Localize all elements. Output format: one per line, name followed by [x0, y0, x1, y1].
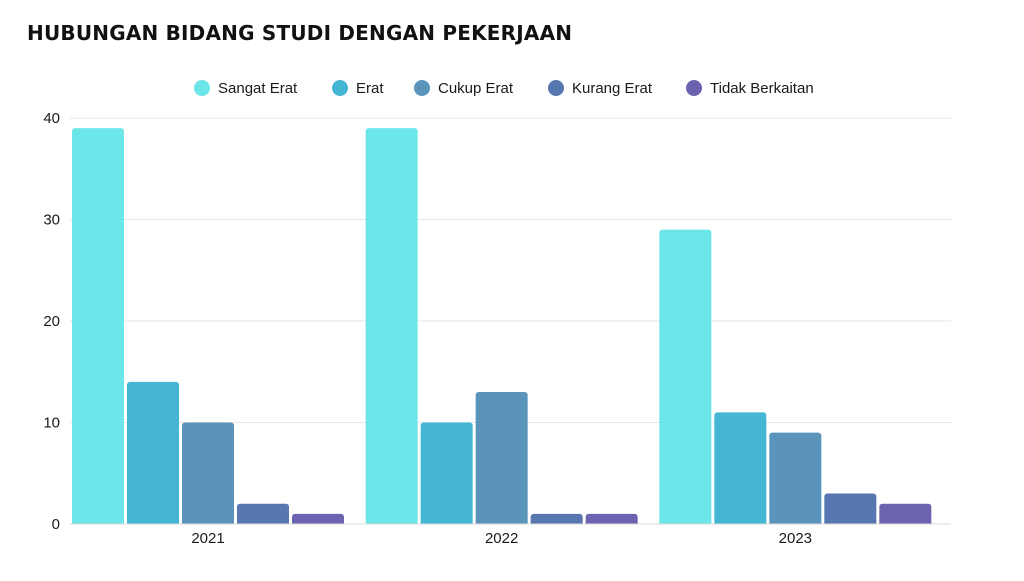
legend-label: Tidak Berkaitan [710, 80, 814, 97]
x-tick-label: 2023 [779, 530, 812, 547]
y-tick-label: 0 [52, 516, 60, 533]
bar [879, 503, 932, 524]
bar [182, 422, 234, 524]
bar [127, 381, 179, 524]
bar [365, 128, 418, 524]
bar-base [420, 521, 473, 524]
x-tick-label: 2021 [191, 530, 224, 547]
chart-title: HUBUNGAN BIDANG STUDI DENGAN PEKERJAAN [27, 21, 573, 45]
y-tick-label: 10 [43, 415, 60, 432]
bar [659, 229, 712, 524]
x-tick-label: 2022 [485, 530, 518, 547]
bar [475, 392, 528, 524]
bar-base [292, 521, 344, 524]
legend-label: Kurang Erat [572, 80, 653, 97]
bar-base [530, 521, 583, 524]
bar [420, 422, 473, 524]
legend-swatch [548, 80, 564, 96]
bar-base [127, 521, 179, 524]
legend-swatch [686, 80, 702, 96]
bar [72, 128, 124, 524]
legend-swatch [414, 80, 430, 96]
legend-label: Cukup Erat [438, 80, 514, 97]
legend: Sangat Erat Erat Cukup Erat Kurang Erat Tida… [194, 80, 814, 97]
bar [824, 493, 877, 524]
axes: 0 10 20 30 40 2021 2022 2023 [43, 110, 951, 547]
bar-base [659, 521, 712, 524]
bar-base [237, 521, 289, 524]
legend-label: Erat [356, 80, 384, 97]
bar [769, 432, 822, 524]
bar-base [72, 521, 124, 524]
bar [237, 503, 289, 524]
y-tick-label: 30 [43, 212, 60, 229]
bar-base [585, 521, 638, 524]
bar-base [824, 521, 877, 524]
legend-label: Sangat Erat [218, 80, 298, 97]
bar-base [714, 521, 767, 524]
bar-base [365, 521, 418, 524]
y-tick-label: 40 [43, 110, 60, 127]
y-tick-label: 20 [43, 313, 60, 330]
bars [72, 128, 932, 524]
legend-swatch [194, 80, 210, 96]
bar-base [769, 521, 822, 524]
bar-base [475, 521, 528, 524]
bar-base [879, 521, 932, 524]
legend-swatch [332, 80, 348, 96]
bar-base [182, 521, 234, 524]
bar [714, 412, 767, 524]
